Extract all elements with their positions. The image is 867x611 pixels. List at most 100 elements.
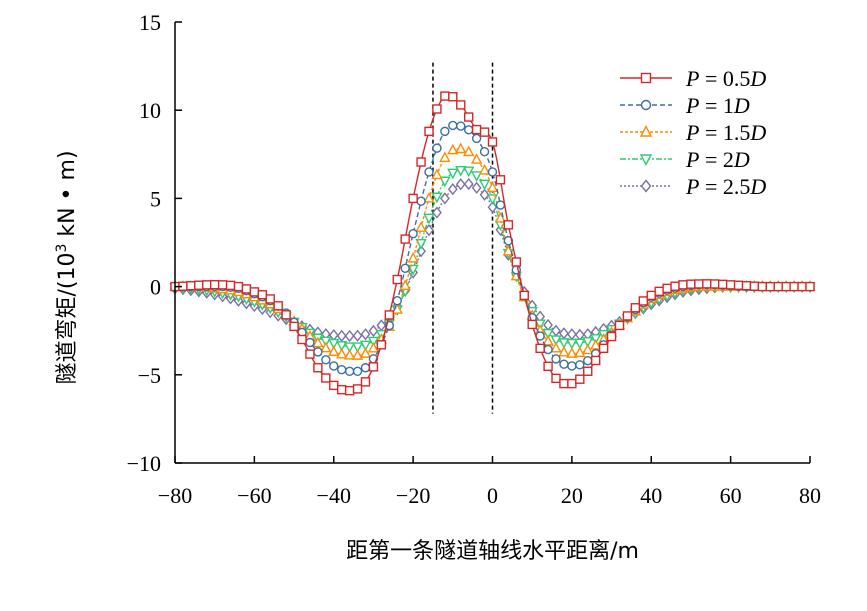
- data-point-square: [289, 321, 299, 332]
- data-point-square: [781, 281, 791, 292]
- data-point-triangle-down: [439, 176, 451, 188]
- data-point-circle: [543, 344, 553, 355]
- data-point-triangle-up: [320, 341, 332, 353]
- x-ticks: −80 −60 −40 −20 0 20 40 60 80: [158, 456, 821, 508]
- data-point-square: [702, 279, 712, 289]
- data-point-square: [797, 281, 807, 292]
- data-point-square: [297, 334, 307, 345]
- data-point-triangle-down: [550, 335, 562, 347]
- data-point-circle: [575, 360, 585, 370]
- legend-label-value: = 2.5: [699, 174, 750, 199]
- data-point-triangle-up: [542, 334, 554, 346]
- data-point-circle: [479, 146, 490, 157]
- data-point-triangle-up: [463, 145, 475, 157]
- data-point-square: [209, 279, 220, 290]
- legend-item: P = 0.5D: [620, 66, 766, 91]
- data-point-triangle-up: [407, 251, 419, 263]
- series-line: [174, 169, 810, 348]
- data-point-triangle-down: [423, 213, 435, 225]
- data-point-triangle-down: [407, 264, 419, 276]
- data-point-square: [202, 280, 212, 290]
- x-tick-label: 20: [561, 483, 583, 508]
- plot-area: [169, 62, 816, 414]
- data-point-square: [273, 301, 283, 311]
- data-point-square: [598, 343, 609, 354]
- data-point-diamond: [543, 318, 553, 332]
- data-point-circle: [305, 337, 315, 348]
- data-point-square: [640, 72, 652, 84]
- data-point-square: [313, 363, 323, 373]
- data-point-circle: [408, 228, 418, 239]
- legend-label-variable: P: [685, 66, 699, 91]
- data-point-diamond: [471, 181, 482, 194]
- data-point-diamond: [424, 224, 434, 237]
- data-point-square: [440, 91, 450, 101]
- data-point-circle: [360, 363, 371, 373]
- data-point-square: [805, 281, 815, 292]
- data-point-square: [368, 362, 379, 372]
- data-point-square: [432, 104, 442, 114]
- data-point-circle: [487, 167, 498, 177]
- data-point-triangle-up: [359, 347, 372, 358]
- data-point-triangle-down: [582, 337, 594, 348]
- data-point-square: [519, 290, 529, 301]
- data-point-circle: [392, 296, 402, 306]
- data-point-square: [225, 280, 236, 291]
- data-point-triangle-up: [399, 279, 411, 291]
- data-point-circle: [321, 355, 331, 365]
- data-point-square: [646, 290, 656, 301]
- data-point-circle: [640, 99, 652, 111]
- data-point-diamond: [344, 329, 355, 343]
- data-point-triangle-down: [463, 166, 475, 178]
- legend: P = 0.5DP = 1DP = 1.5DP = 2DP = 2.5D: [620, 66, 766, 199]
- x-tick-label: 60: [720, 483, 742, 508]
- data-point-square: [757, 281, 768, 292]
- legend-label: P = 0.5D: [685, 66, 766, 91]
- data-point-square: [694, 279, 704, 289]
- data-point-square: [344, 385, 355, 396]
- data-point-circle: [495, 200, 506, 210]
- data-point-square: [257, 290, 268, 300]
- legend-label-unit: D: [749, 174, 766, 199]
- data-point-diamond: [551, 324, 561, 337]
- data-point-circle: [329, 361, 339, 371]
- data-point-square: [408, 193, 418, 204]
- data-point-circle: [416, 196, 426, 206]
- data-point-square: [384, 310, 395, 320]
- data-point-triangle-up: [439, 151, 451, 163]
- data-point-circle: [456, 121, 466, 131]
- data-point-square: [765, 281, 776, 292]
- y-axis-title-superscript: 3: [54, 244, 70, 253]
- data-point-square: [352, 384, 363, 394]
- data-point-square: [527, 319, 537, 330]
- data-point-circle: [471, 133, 482, 144]
- data-point-square: [733, 280, 744, 290]
- legend-label-value: = 0.5: [699, 66, 750, 91]
- data-point-square: [186, 281, 196, 291]
- data-point-circle: [448, 120, 458, 131]
- data-point-square: [424, 126, 434, 137]
- legend-label-unit: D: [733, 93, 750, 118]
- y-tick-label: 15: [139, 10, 161, 35]
- x-tick-label: −60: [237, 483, 271, 508]
- data-point-square: [622, 311, 633, 321]
- data-point-diamond: [566, 328, 577, 341]
- data-point-square: [463, 112, 474, 122]
- data-point-triangle-up: [431, 168, 443, 180]
- data-point-square: [559, 378, 569, 389]
- data-point-triangle-down: [328, 338, 340, 350]
- data-point-diamond: [479, 188, 490, 201]
- data-point-square: [686, 279, 696, 289]
- data-point-square: [543, 361, 553, 372]
- y-axis-title: 隧道弯矩/(103 kN • m): [54, 150, 80, 384]
- data-point-diamond: [455, 178, 466, 191]
- data-point-square: [503, 220, 514, 230]
- series-0: [170, 91, 815, 396]
- data-point-square: [400, 234, 410, 244]
- data-point-square: [630, 303, 641, 313]
- data-point-triangle-up: [590, 338, 602, 350]
- data-point-triangle-up: [343, 348, 356, 360]
- data-point-circle: [352, 366, 363, 376]
- y-ticks: −10 −5 0 5 10 15: [127, 10, 182, 476]
